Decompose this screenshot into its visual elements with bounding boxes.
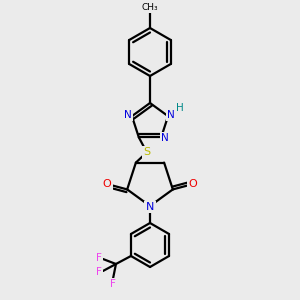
Text: CH₃: CH₃	[142, 2, 158, 11]
Text: F: F	[110, 279, 116, 289]
Text: O: O	[103, 179, 112, 189]
Text: H: H	[176, 103, 184, 113]
Text: N: N	[146, 202, 154, 212]
Text: F: F	[96, 267, 102, 277]
Text: F: F	[96, 253, 102, 263]
Text: N: N	[167, 110, 175, 120]
Text: N: N	[161, 134, 169, 143]
Text: O: O	[188, 179, 197, 189]
Text: S: S	[143, 147, 150, 158]
Text: N: N	[124, 110, 132, 120]
